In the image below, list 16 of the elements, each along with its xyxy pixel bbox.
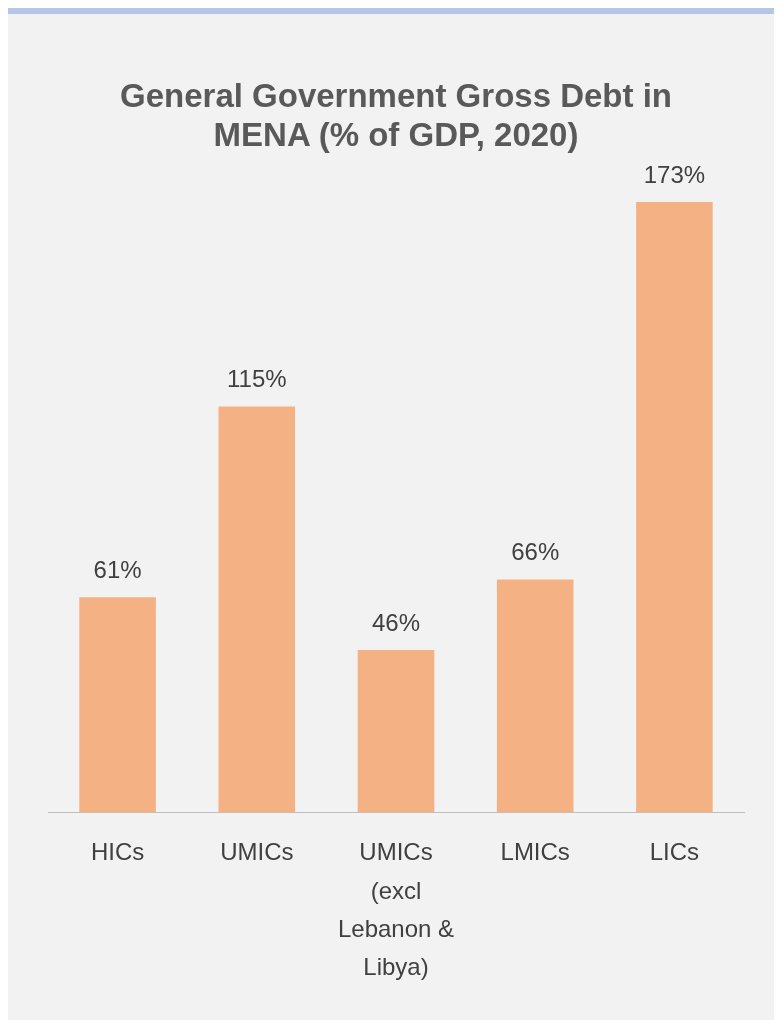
bar: [496, 579, 574, 813]
bar: [79, 597, 156, 813]
data-label: 115%: [227, 365, 287, 393]
chart-title: General Government Gross Debt in MENA (% of GDP, 2020): [120, 76, 672, 154]
data-label: 173%: [643, 160, 706, 188]
bar: [218, 406, 296, 813]
x-tick-label: HICs: [90, 838, 145, 866]
x-tick-label: UMICs (excl Lebanon & Libya): [337, 838, 455, 981]
data-label: 61%: [93, 555, 142, 583]
data-label: 46%: [371, 608, 421, 636]
bar: [636, 201, 713, 813]
bar: [357, 650, 435, 813]
data-label: 66%: [511, 538, 560, 566]
x-tick-label: LMICs: [500, 838, 570, 866]
x-tick-label: LICs: [649, 838, 700, 866]
x-tick-label: UMICs: [220, 838, 294, 866]
